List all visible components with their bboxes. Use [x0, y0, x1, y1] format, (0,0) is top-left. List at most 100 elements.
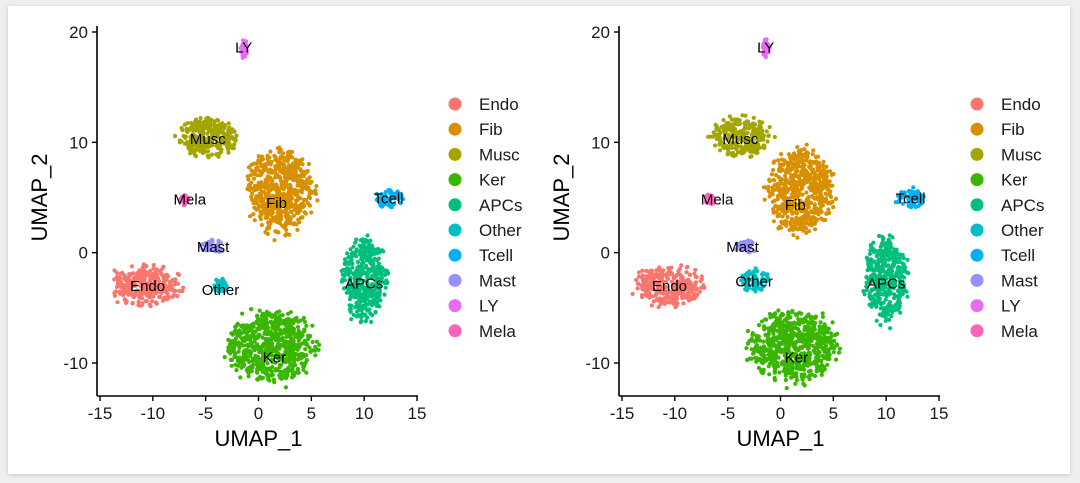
point-musc — [718, 148, 723, 153]
point-endo — [688, 280, 693, 285]
point-ker — [255, 361, 260, 366]
x-tick-label: 5 — [307, 404, 316, 423]
point-musc — [198, 138, 203, 143]
point-apcs — [369, 293, 374, 298]
point-fib — [812, 215, 817, 221]
point-musc — [234, 133, 239, 138]
point-ker — [256, 326, 261, 331]
point-ker — [296, 338, 301, 343]
point-musc — [220, 121, 225, 126]
point-fib — [293, 169, 298, 174]
point-fib — [307, 175, 312, 180]
point-ker — [772, 353, 777, 359]
point-endo — [640, 283, 645, 288]
point-fib — [250, 191, 255, 196]
point-fib — [778, 176, 783, 181]
point-fib — [279, 196, 284, 201]
y-axis-title: UMAP_2 — [27, 153, 52, 241]
point-apcs — [360, 295, 365, 301]
point-apcs — [373, 310, 378, 315]
point-ker — [823, 345, 828, 350]
point-musc — [214, 143, 219, 148]
point-fib — [251, 187, 256, 192]
point-musc — [183, 134, 188, 139]
point-apcs — [370, 313, 375, 318]
point-fib — [786, 152, 792, 157]
point-ker — [786, 315, 791, 320]
point-ker — [257, 367, 262, 372]
point-fib — [295, 196, 301, 201]
point-ker — [249, 307, 254, 312]
point-ker — [247, 359, 252, 364]
point-fib — [252, 205, 257, 210]
point-fib — [831, 205, 836, 210]
point-apcs — [871, 296, 876, 301]
point-musc — [226, 121, 231, 126]
point-ker — [271, 377, 276, 382]
point-ker — [247, 349, 252, 354]
point-musc — [217, 135, 222, 140]
point-fib — [278, 217, 283, 222]
cluster-fib — [245, 145, 320, 243]
point-ker — [780, 330, 786, 335]
legend-key-tcell — [448, 248, 462, 262]
point-ker — [317, 342, 322, 347]
point-musc — [758, 130, 763, 135]
point-ker — [283, 330, 288, 335]
point-fib — [780, 214, 785, 219]
point-fib — [246, 177, 251, 182]
point-fib — [300, 201, 305, 206]
point-apcs — [886, 257, 892, 262]
point-musc — [198, 124, 203, 129]
point-endo — [130, 301, 135, 306]
point-fib — [261, 162, 266, 167]
point-apcs — [369, 319, 374, 325]
point-ker — [255, 313, 260, 318]
point-ker — [814, 361, 819, 366]
point-fib — [274, 229, 279, 234]
point-fib — [249, 180, 254, 185]
point-fib — [307, 195, 313, 201]
point-ker — [826, 349, 831, 354]
point-fib — [805, 179, 810, 184]
point-ker — [797, 322, 802, 327]
point-fib — [306, 161, 311, 167]
point-ker — [788, 332, 793, 337]
point-fib — [267, 225, 272, 231]
point-apcs — [357, 243, 362, 248]
point-ker — [314, 339, 319, 344]
point-fib — [824, 211, 829, 216]
point-apcs — [874, 318, 879, 323]
y-tick-label: 10 — [69, 133, 88, 152]
point-ker — [814, 341, 820, 346]
point-fib — [305, 201, 310, 206]
point-endo — [147, 287, 152, 292]
point-endo — [122, 273, 127, 278]
point-fib — [290, 166, 295, 171]
point-endo — [161, 276, 166, 281]
point-fib — [277, 145, 282, 150]
cluster-musc — [173, 115, 239, 160]
point-apcs — [369, 300, 374, 305]
point-fib — [809, 176, 815, 181]
point-fib — [274, 198, 279, 203]
legend-label-ker: Ker — [479, 171, 506, 190]
point-fib — [284, 196, 289, 201]
point-endo — [136, 277, 142, 282]
point-endo — [170, 294, 175, 299]
point-fib — [265, 153, 270, 158]
point-endo — [640, 295, 645, 300]
point-ker — [260, 335, 265, 340]
y-tick-label: 0 — [79, 244, 88, 263]
point-fib — [304, 186, 309, 191]
point-musc — [192, 152, 197, 157]
point-ker — [229, 363, 234, 368]
point-musc — [711, 130, 716, 135]
point-ker — [799, 311, 804, 316]
point-apcs — [894, 250, 899, 255]
point-musc — [198, 116, 203, 121]
point-ker — [315, 347, 320, 352]
point-fib — [779, 152, 784, 157]
point-ker — [807, 342, 812, 347]
point-endo — [164, 272, 169, 277]
